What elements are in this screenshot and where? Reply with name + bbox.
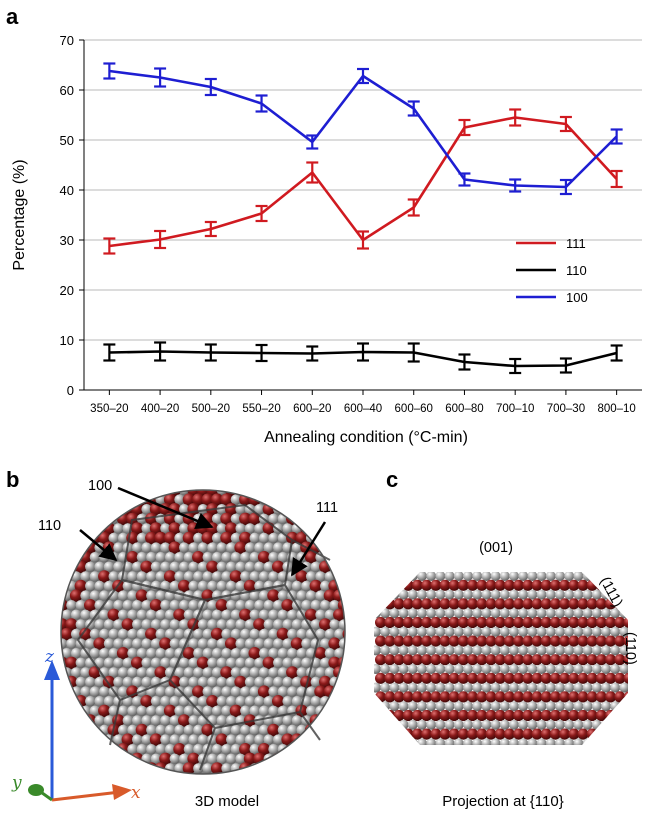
x-tick-label: 600–20 bbox=[293, 403, 331, 415]
legend-label: 111 bbox=[566, 236, 586, 251]
label-facet-111: 111 bbox=[316, 500, 338, 516]
panel-letter-c: c bbox=[386, 467, 398, 492]
error-bar bbox=[154, 229, 167, 250]
error-bar bbox=[458, 118, 471, 137]
x-tick-label: 550–20 bbox=[242, 403, 280, 415]
y-tick-label: 50 bbox=[60, 133, 74, 148]
x-tick-label: 600–60 bbox=[395, 403, 433, 415]
legend-item-100: 100 bbox=[516, 290, 588, 305]
caption-projection: Projection at {110} bbox=[442, 793, 563, 810]
error-bar bbox=[255, 94, 268, 113]
caption-3d-model: 3D model bbox=[195, 793, 259, 810]
arrow-100 bbox=[117, 486, 214, 530]
x-tick-label: 600–40 bbox=[344, 403, 382, 415]
y-tick-label: 20 bbox=[60, 283, 74, 298]
error-bar bbox=[103, 343, 116, 362]
x-tick-label: 350–20 bbox=[90, 403, 128, 415]
arrow-111 bbox=[290, 521, 327, 577]
legend-label: 110 bbox=[566, 263, 587, 278]
error-bar bbox=[357, 230, 369, 250]
y-axis-ticks: 0 10 20 30 40 50 60 70 bbox=[60, 33, 84, 398]
error-bar bbox=[357, 342, 369, 362]
error-bar bbox=[407, 198, 420, 217]
y-tick-label: 10 bbox=[60, 333, 74, 348]
x-arrow-icon bbox=[112, 784, 132, 800]
error-bar bbox=[255, 204, 268, 223]
label-facet-001: (001) bbox=[479, 540, 513, 556]
error-bar bbox=[204, 343, 217, 362]
error-bar bbox=[559, 178, 572, 196]
y-arrow-icon bbox=[28, 784, 44, 796]
error-bar bbox=[610, 128, 623, 145]
x-axis-ticks: 350–20 400–20 500–20 550–20 600–20 600–40 600–… bbox=[90, 390, 636, 415]
x-tick-label: 500–20 bbox=[192, 403, 230, 415]
panel-letter-b: b bbox=[6, 467, 19, 492]
y-tick-label: 40 bbox=[60, 183, 74, 198]
x-tick-label: 600–80 bbox=[445, 403, 483, 415]
error-bar bbox=[509, 108, 522, 127]
coordinate-axes bbox=[28, 660, 132, 802]
line-chart: 0 10 20 30 40 50 60 70 350–20 400–20 500–20 550–20… bbox=[60, 33, 642, 415]
z-arrow-icon bbox=[44, 660, 60, 680]
label-facet-110-proj: (110) bbox=[622, 632, 638, 665]
error-bar bbox=[306, 161, 319, 184]
label-facet-110: 110 bbox=[38, 518, 61, 534]
series-layer bbox=[103, 62, 623, 375]
nanoparticle-3d-model bbox=[60, 489, 346, 775]
x-tick-label: 700–30 bbox=[547, 403, 585, 415]
x-tick-label: 700–10 bbox=[496, 403, 534, 415]
x-tick-label: 800–10 bbox=[597, 403, 635, 415]
series-110 bbox=[103, 341, 623, 375]
series-111 bbox=[103, 108, 623, 255]
series-100 bbox=[103, 62, 623, 196]
error-bar bbox=[407, 100, 420, 117]
chart-legend: 111 110 100 bbox=[516, 236, 588, 305]
error-bar bbox=[509, 178, 522, 193]
y-tick-label: 70 bbox=[60, 33, 74, 48]
panel-letter-a: a bbox=[6, 4, 19, 29]
y-tick-label: 30 bbox=[60, 233, 74, 248]
error-bar bbox=[103, 62, 116, 80]
error-bar bbox=[458, 353, 471, 371]
series-line-100 bbox=[109, 69, 618, 189]
error-bar bbox=[306, 345, 319, 362]
error-bar bbox=[559, 115, 572, 133]
error-bar bbox=[154, 341, 167, 362]
y-axis-title: Percentage (%) bbox=[11, 159, 28, 270]
error-bar bbox=[204, 77, 217, 97]
error-bar bbox=[255, 343, 268, 363]
legend-label: 100 bbox=[566, 290, 588, 305]
error-bar bbox=[204, 220, 217, 238]
y-tick-label: 0 bbox=[67, 383, 74, 398]
arrow-110 bbox=[79, 529, 118, 562]
label-facet-100: 100 bbox=[88, 478, 112, 494]
x-axis-title: Annealing condition (°C-min) bbox=[264, 429, 468, 446]
axis-label-x: x bbox=[131, 783, 141, 803]
error-bar bbox=[103, 237, 116, 255]
error-bar bbox=[610, 169, 623, 189]
error-bar bbox=[357, 67, 369, 85]
gridlines bbox=[84, 39, 642, 341]
error-bar bbox=[154, 67, 167, 88]
error-bar bbox=[306, 134, 319, 150]
projection-110 bbox=[374, 572, 628, 745]
error-bar bbox=[559, 357, 572, 374]
error-bar bbox=[610, 344, 623, 362]
axis-label-y: y bbox=[11, 773, 22, 793]
x-tick-label: 400–20 bbox=[141, 403, 179, 415]
axis-label-z: z bbox=[44, 647, 55, 667]
error-bar bbox=[458, 172, 471, 187]
error-bar bbox=[407, 342, 420, 363]
legend-item-110: 110 bbox=[516, 263, 587, 278]
error-bar bbox=[509, 357, 522, 375]
series-line-111 bbox=[109, 116, 618, 248]
y-tick-label: 60 bbox=[60, 83, 74, 98]
legend-item-111: 111 bbox=[516, 236, 586, 251]
